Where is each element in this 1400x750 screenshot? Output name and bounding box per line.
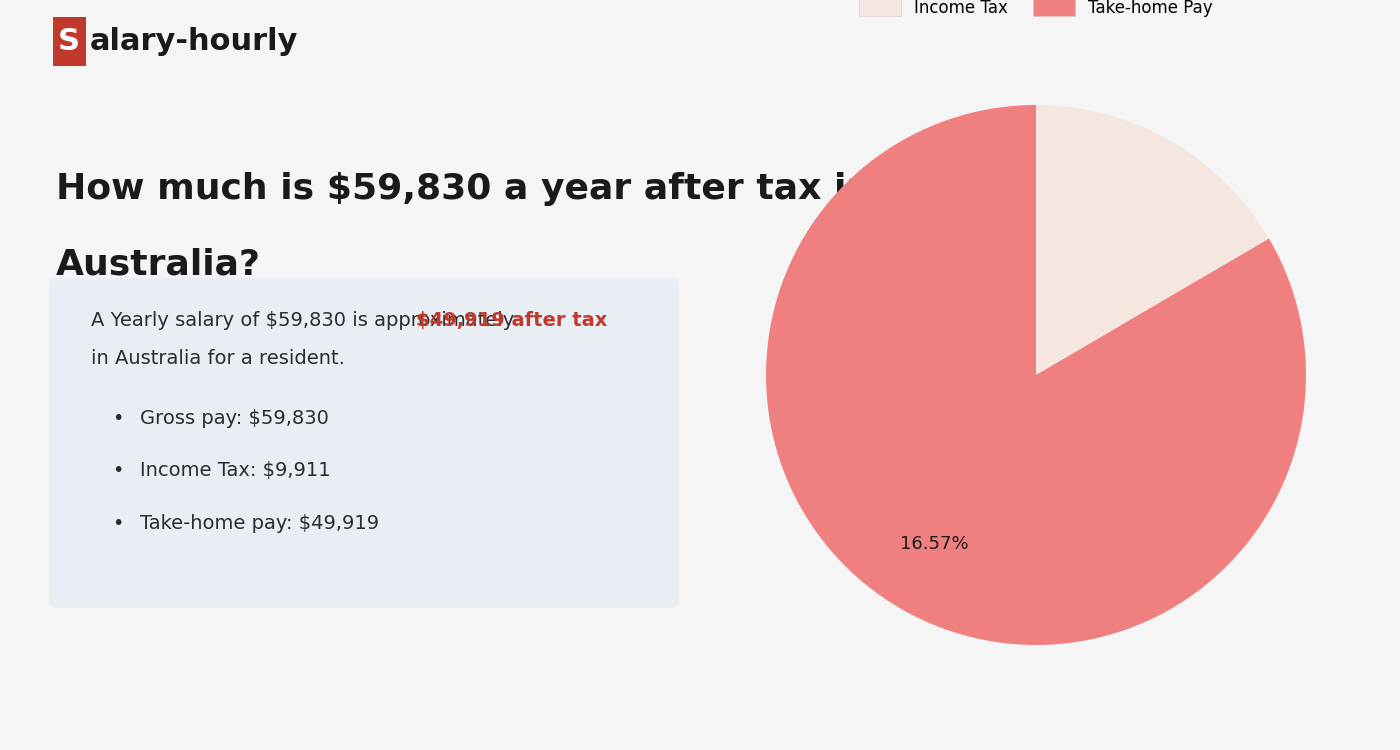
Text: in Australia for a resident.: in Australia for a resident. <box>91 349 344 368</box>
Text: •: • <box>112 514 123 532</box>
FancyBboxPatch shape <box>53 17 87 66</box>
Text: Income Tax: $9,911: Income Tax: $9,911 <box>140 461 330 480</box>
Text: Gross pay: $59,830: Gross pay: $59,830 <box>140 409 329 428</box>
Wedge shape <box>766 105 1306 645</box>
Text: S: S <box>57 27 80 56</box>
Text: $49,919 after tax: $49,919 after tax <box>417 311 608 330</box>
Text: How much is $59,830 a year after tax in: How much is $59,830 a year after tax in <box>56 172 872 206</box>
Text: •: • <box>112 409 123 428</box>
Text: 16.57%: 16.57% <box>900 535 969 553</box>
Legend: Income Tax, Take-home Pay: Income Tax, Take-home Pay <box>853 0 1219 23</box>
Text: Australia?: Australia? <box>56 248 260 281</box>
Text: alary-hourly: alary-hourly <box>90 27 298 56</box>
Text: •: • <box>112 461 123 480</box>
FancyBboxPatch shape <box>49 278 679 608</box>
Text: Take-home pay: $49,919: Take-home pay: $49,919 <box>140 514 379 532</box>
Wedge shape <box>1036 105 1268 375</box>
Text: A Yearly salary of $59,830 is approximately: A Yearly salary of $59,830 is approximat… <box>91 311 521 330</box>
